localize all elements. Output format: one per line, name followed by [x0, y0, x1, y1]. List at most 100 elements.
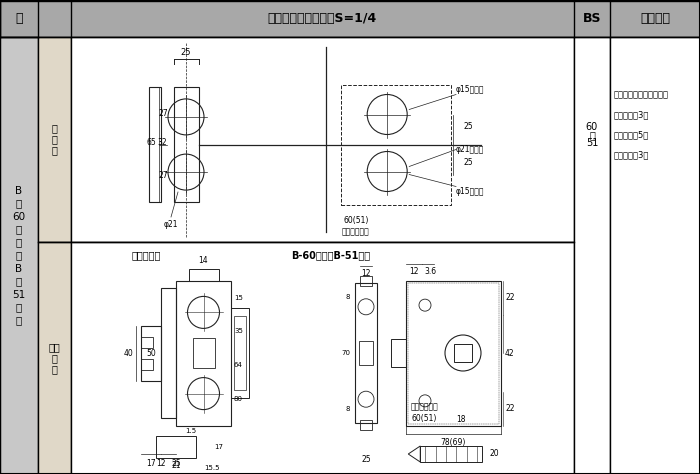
Text: 17: 17	[146, 458, 156, 467]
Bar	[71, 37, 574, 242]
Text: 22: 22	[505, 293, 514, 302]
Text: 80: 80	[234, 396, 243, 402]
Bar	[188, 268, 218, 281]
Text: 27: 27	[159, 171, 169, 180]
Text: 64: 64	[234, 362, 243, 368]
Text: 14: 14	[199, 256, 209, 265]
Text: 21: 21	[172, 461, 181, 470]
Bar	[71, 242, 574, 474]
Text: B: B	[15, 185, 22, 195]
Text: B: B	[15, 264, 22, 273]
Text: 15: 15	[234, 295, 243, 301]
Bar	[454, 344, 472, 362]
Text: 8: 8	[346, 294, 350, 300]
Text: φ21: φ21	[164, 219, 178, 228]
Text: 角: 角	[16, 302, 22, 312]
Text: 欠: 欠	[52, 135, 57, 145]
Text: 受座: 受座	[48, 342, 60, 352]
Text: 70: 70	[341, 350, 350, 356]
Text: 切: 切	[52, 124, 57, 134]
Text: －: －	[16, 276, 22, 286]
Bar	[391, 339, 406, 367]
Text: 12: 12	[155, 458, 165, 467]
Text: 51: 51	[586, 138, 598, 148]
Text: 図: 図	[52, 146, 57, 155]
Text: 3.6: 3.6	[424, 267, 436, 276]
Bar	[141, 326, 161, 381]
Text: エンプレス3号: エンプレス3号	[614, 150, 650, 159]
Bar	[408, 283, 499, 423]
Text: 25: 25	[181, 47, 191, 56]
Text: バックセット: バックセット	[342, 228, 370, 237]
Text: 40: 40	[123, 348, 133, 357]
Text: B-60角鍵・B-51角鍵: B-60角鍵・B-51角鍵	[291, 250, 370, 260]
Text: セントリー3号: セントリー3号	[614, 110, 650, 119]
Text: ・: ・	[589, 130, 595, 140]
Text: 8: 8	[346, 406, 350, 412]
Bar	[0, 37, 38, 474]
Text: 角鍵用受座: 角鍵用受座	[132, 250, 161, 260]
Text: 12: 12	[410, 267, 419, 276]
Bar	[161, 288, 176, 418]
Text: 35: 35	[234, 328, 243, 334]
Text: 対応商品: 対応商品	[640, 12, 670, 25]
Text: 60: 60	[13, 211, 26, 221]
Text: 鍵: 鍵	[52, 364, 57, 374]
Text: φ15貫通孔: φ15貫通孔	[456, 187, 484, 196]
Text: 12: 12	[361, 270, 371, 279]
Text: 78(69): 78(69)	[441, 438, 466, 447]
Text: 51: 51	[13, 290, 26, 300]
Bar	[141, 358, 153, 370]
Text: 22: 22	[505, 404, 514, 413]
Text: 17: 17	[214, 444, 223, 450]
Text: セントリー5号: セントリー5号	[614, 130, 650, 139]
Text: φ15貫通孔: φ15貫通孔	[456, 85, 484, 94]
Bar	[149, 87, 161, 202]
Text: 60: 60	[586, 122, 598, 132]
Text: φ21貫通孔: φ21貫通孔	[456, 145, 484, 154]
Text: 32: 32	[158, 138, 167, 147]
Text: 25: 25	[463, 122, 473, 131]
Bar	[231, 308, 249, 398]
Bar	[38, 242, 71, 474]
Bar	[176, 281, 231, 426]
Text: ・: ・	[52, 353, 57, 363]
Bar	[141, 337, 153, 347]
Bar	[193, 338, 214, 368]
Bar	[360, 420, 372, 430]
Text: 錠: 錠	[16, 237, 22, 247]
Text: 60(51): 60(51)	[411, 414, 436, 423]
Bar	[406, 281, 501, 426]
Bar	[341, 84, 451, 204]
Bar	[38, 37, 71, 242]
Text: 25: 25	[463, 158, 473, 167]
Bar	[0, 0, 700, 37]
Text: 15.5: 15.5	[204, 465, 220, 471]
Text: 18: 18	[456, 414, 466, 423]
Text: 60(51): 60(51)	[343, 216, 369, 225]
Text: 25: 25	[361, 456, 371, 465]
Text: 65: 65	[147, 138, 157, 147]
Bar	[156, 436, 196, 458]
Text: BS: BS	[582, 12, 601, 25]
Text: 42: 42	[505, 348, 514, 357]
Text: 錠: 錠	[16, 316, 22, 326]
Text: 20: 20	[490, 449, 500, 458]
Text: 25: 25	[172, 458, 181, 467]
Bar	[174, 87, 199, 202]
Bar	[360, 276, 372, 286]
Bar	[610, 37, 700, 474]
Text: 50: 50	[146, 348, 156, 357]
Text: ／: ／	[16, 250, 22, 261]
Text: －: －	[16, 199, 22, 209]
Bar	[359, 341, 373, 365]
Text: 1.5: 1.5	[186, 428, 197, 434]
Bar	[420, 446, 482, 462]
Text: バックセット: バックセット	[411, 402, 439, 411]
Text: 鍵: 鍵	[15, 12, 22, 25]
Text: 27: 27	[159, 109, 169, 118]
Bar	[234, 316, 246, 390]
Text: ニュープレジデント空鍵: ニュープレジデント空鍵	[614, 90, 669, 99]
Bar	[574, 37, 610, 474]
Text: 角: 角	[16, 225, 22, 235]
